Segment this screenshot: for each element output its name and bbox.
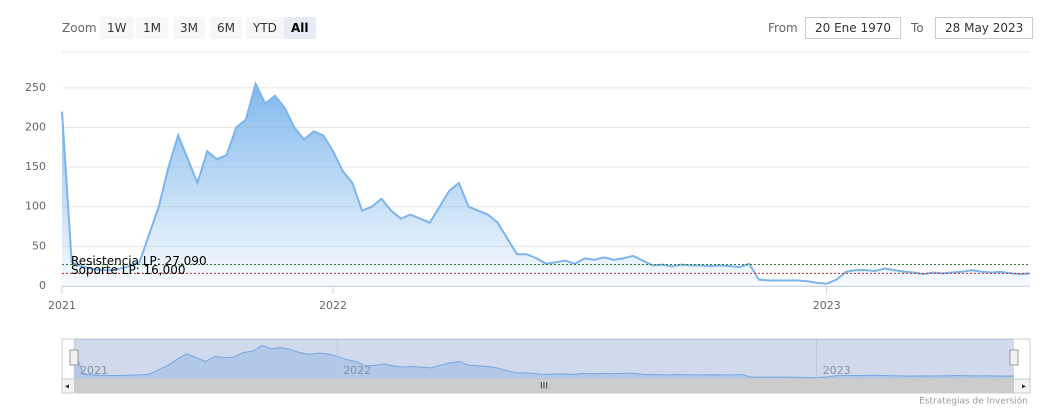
x-tick-label: 2022 bbox=[319, 299, 347, 312]
from-label: From bbox=[768, 21, 798, 35]
y-tick-label: 100 bbox=[25, 200, 46, 213]
range-button[interactable]: 3M bbox=[173, 17, 205, 39]
credits: Estrategias de Inversión bbox=[919, 396, 1028, 407]
from-input[interactable]: 20 Ene 1970 bbox=[805, 17, 902, 39]
scrollbar-thumb[interactable] bbox=[74, 379, 1014, 393]
area bbox=[62, 83, 1030, 286]
plot-line-label: Soporte LP: 16,000 bbox=[71, 263, 186, 277]
navigator-line bbox=[73, 344, 1015, 379]
navigator-label: 2023 bbox=[823, 364, 851, 377]
scrollbar-grip: III bbox=[540, 382, 548, 392]
x-tick-label: 2023 bbox=[813, 299, 841, 312]
y-tick-label: 150 bbox=[25, 160, 46, 173]
range-button[interactable]: 1W bbox=[100, 17, 134, 39]
y-tick-label: 0 bbox=[39, 279, 46, 292]
to-input[interactable]: 28 May 2023 bbox=[935, 17, 1034, 39]
range-button[interactable]: YTD bbox=[246, 17, 284, 39]
plot-line-label: Resistencia LP: 27,090 bbox=[71, 254, 207, 268]
y-tick-label: 200 bbox=[25, 120, 46, 133]
zoom-label: Zoom bbox=[62, 21, 97, 35]
navigator-handle[interactable] bbox=[1009, 349, 1019, 366]
to-label: To bbox=[911, 21, 924, 35]
range-button-selected[interactable]: All bbox=[284, 17, 316, 39]
navigator-label: 2021 bbox=[80, 364, 108, 377]
navigator-area bbox=[74, 345, 1014, 378]
y-tick-label: 50 bbox=[32, 239, 46, 252]
range-button[interactable]: 1M bbox=[136, 17, 168, 39]
line bbox=[61, 81, 1031, 285]
range-button[interactable]: 6M bbox=[210, 17, 242, 39]
navigator-label: 2022 bbox=[343, 364, 371, 377]
x-tick-label: 2021 bbox=[48, 299, 76, 312]
navigator-handle[interactable] bbox=[69, 349, 79, 366]
navigator-mask bbox=[74, 339, 1014, 379]
y-tick-label: 250 bbox=[25, 81, 46, 94]
scroll-left[interactable]: ◂ bbox=[65, 382, 69, 391]
navigator-frame bbox=[61, 338, 1031, 380]
scroll-right[interactable]: ▸ bbox=[1022, 382, 1026, 391]
